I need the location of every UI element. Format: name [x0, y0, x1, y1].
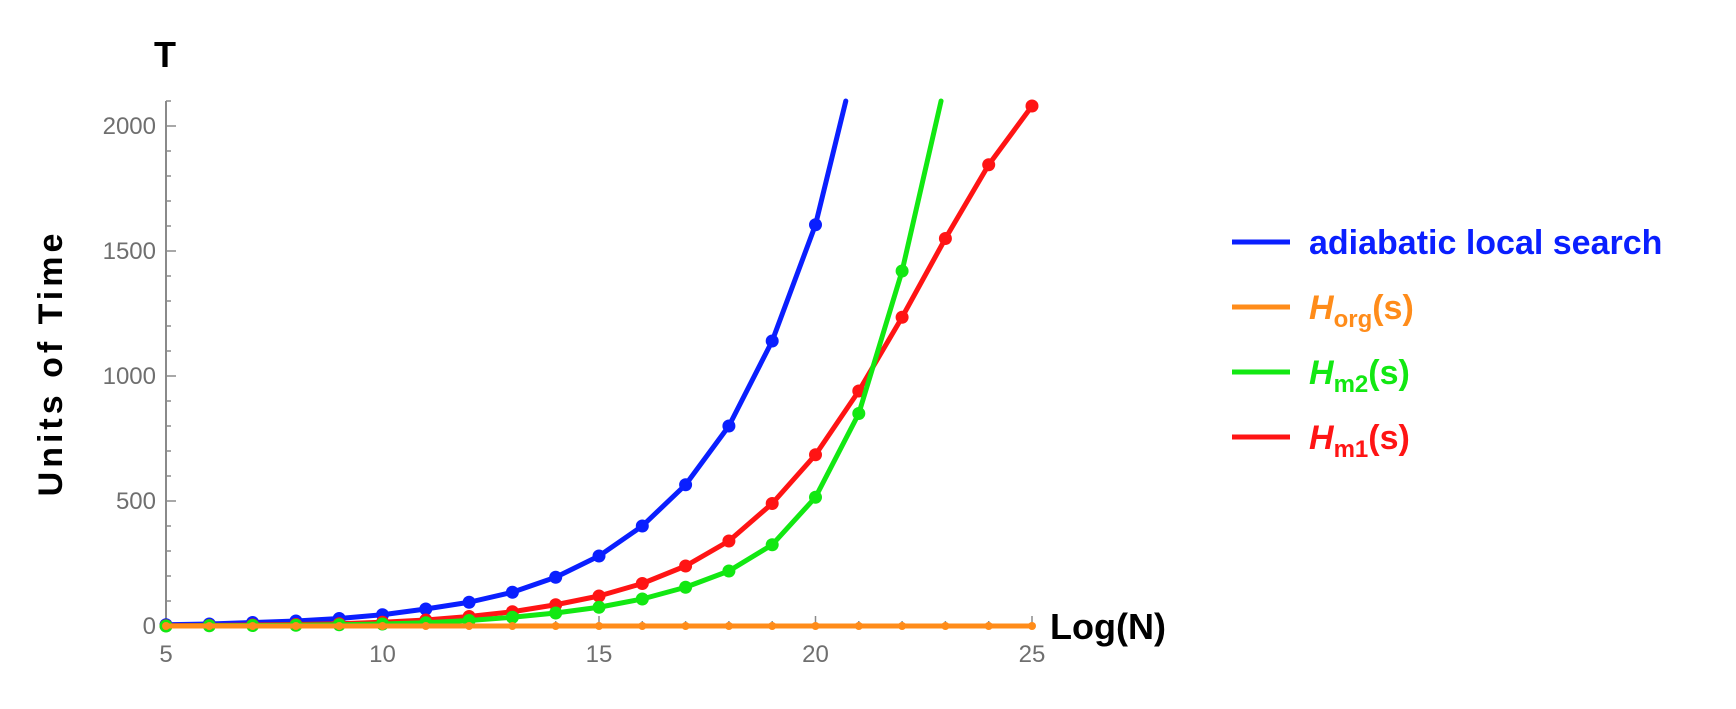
- data-point: [852, 407, 866, 420]
- data-point: [419, 602, 433, 616]
- series-h-org-s: [162, 622, 1036, 630]
- legend-label-subscript: org: [1334, 306, 1373, 333]
- legend-item: Hm1(s): [1232, 419, 1410, 463]
- y-axis-top-label: T: [154, 34, 176, 75]
- data-point: [768, 622, 777, 630]
- data-point: [765, 538, 779, 552]
- data-point: [635, 577, 649, 590]
- data-point: [505, 610, 519, 624]
- data-point: [809, 448, 822, 462]
- x-ticks: 5 10 15 20 25: [159, 616, 1045, 668]
- data-point: [595, 622, 603, 630]
- data-point: [421, 622, 430, 630]
- data-point: [291, 622, 300, 630]
- x-tick-label: 10: [369, 641, 396, 668]
- data-point: [635, 519, 649, 533]
- legend-item: Horg(s): [1232, 289, 1414, 333]
- legend-item: Hm2(s): [1232, 354, 1410, 398]
- legend-label-base: H: [1309, 289, 1335, 327]
- data-point: [462, 595, 476, 609]
- series-line: [163, 98, 849, 628]
- data-point: [938, 232, 952, 245]
- data-point: [679, 478, 693, 492]
- x-tick-label: 20: [802, 641, 829, 668]
- data-point: [722, 419, 736, 433]
- y-tick-label: 0: [143, 613, 156, 640]
- data-point: [765, 497, 779, 510]
- data-point: [722, 534, 736, 548]
- data-point: [809, 490, 822, 504]
- data-point: [508, 622, 517, 630]
- data-point: [592, 600, 606, 614]
- data-point: [679, 580, 693, 594]
- data-point: [205, 622, 214, 630]
- y-ticks: 0 500 1000 1500 2000: [103, 100, 176, 640]
- data-point: [592, 549, 606, 563]
- x-axis-label: Log(N): [1050, 606, 1166, 647]
- legend-label-subscript: m1: [1334, 436, 1369, 463]
- data-point: [635, 592, 649, 606]
- data-point: [941, 622, 950, 630]
- legend-label: Horg(s): [1309, 289, 1414, 333]
- legend: adiabatic local searchHorg(s)Hm2(s)Hm1(s…: [1232, 224, 1662, 463]
- data-point: [505, 585, 519, 599]
- legend-label-subscript: m2: [1334, 371, 1369, 398]
- data-point: [898, 622, 907, 630]
- data-point: [811, 622, 820, 630]
- data-point: [679, 559, 693, 573]
- data-point: [1028, 622, 1036, 630]
- legend-label-base: H: [1309, 419, 1335, 457]
- data-point: [984, 622, 993, 630]
- data-point: [982, 158, 996, 172]
- data-point: [335, 622, 344, 630]
- data-point: [681, 622, 690, 630]
- data-point: [465, 622, 474, 630]
- data-point: [895, 310, 909, 324]
- legend-label: Hm1(s): [1309, 419, 1410, 463]
- data-point: [724, 622, 733, 630]
- data-point: [248, 622, 257, 630]
- legend-item: adiabatic local search: [1232, 224, 1662, 262]
- data-point: [722, 564, 736, 578]
- data-point: [592, 589, 606, 603]
- series-line: [163, 103, 1035, 629]
- data-point: [162, 622, 170, 630]
- data-point: [854, 622, 863, 630]
- data-point: [638, 622, 647, 630]
- data-point: [765, 334, 779, 348]
- y-axis-label: Units of Time: [32, 230, 70, 497]
- y-tick-label: 2000: [103, 113, 156, 140]
- x-tick-label: 5: [159, 641, 172, 668]
- data-point: [549, 570, 563, 584]
- data-point: [1025, 99, 1039, 113]
- data-point: [378, 622, 387, 630]
- data-point: [809, 218, 822, 232]
- data-point: [549, 606, 563, 620]
- legend-label-tail: (s): [1368, 354, 1410, 392]
- data-point: [895, 264, 909, 278]
- axes: 5 10 15 20 25 0 500 1000 1500 2000: [103, 100, 1045, 668]
- legend-label-tail: (s): [1372, 289, 1414, 327]
- y-tick-label: 500: [116, 488, 156, 515]
- legend-label: Hm2(s): [1309, 354, 1410, 398]
- series-adiabatic-local-search: [159, 98, 849, 632]
- legend-label-tail: (s): [1368, 419, 1410, 457]
- y-tick-label: 1500: [103, 238, 156, 265]
- x-tick-label: 25: [1019, 641, 1046, 668]
- legend-label-base: H: [1309, 354, 1335, 392]
- legend-label: adiabatic local search: [1309, 224, 1662, 262]
- series-layer: [159, 98, 1039, 633]
- data-point: [551, 622, 560, 630]
- y-tick-label: 1000: [103, 363, 156, 390]
- x-tick-label: 15: [586, 641, 613, 668]
